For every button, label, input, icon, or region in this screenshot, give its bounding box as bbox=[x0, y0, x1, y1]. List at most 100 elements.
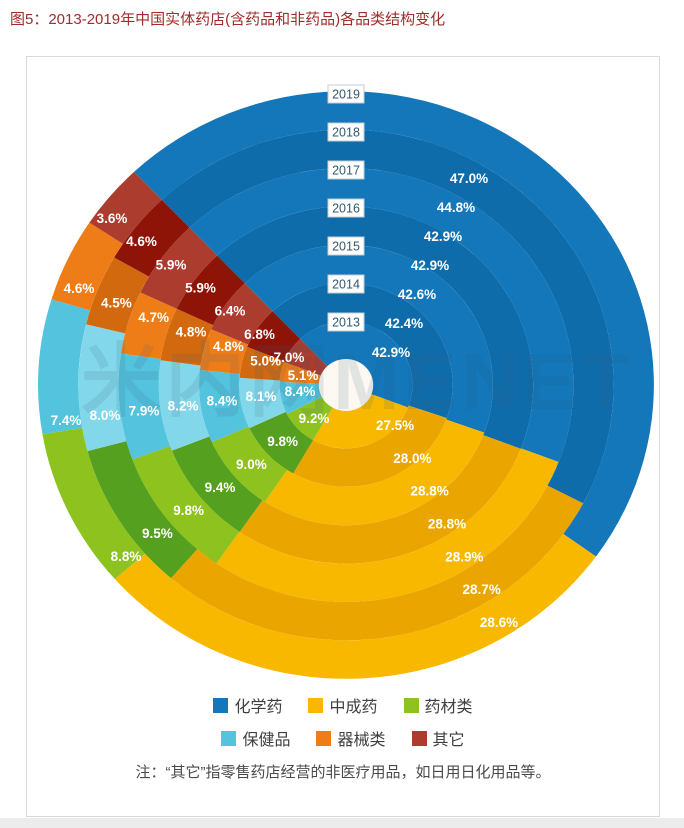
percent-label: 9.8% bbox=[173, 503, 204, 518]
slice-2014-3 bbox=[239, 377, 286, 429]
slice-2019-1 bbox=[114, 534, 597, 679]
percent-label: 8.1% bbox=[246, 389, 277, 404]
slice-2015-5 bbox=[211, 283, 273, 345]
slice-2018-2 bbox=[87, 441, 198, 579]
svg-text:2015: 2015 bbox=[332, 240, 360, 254]
percent-label: 4.6% bbox=[64, 281, 95, 296]
legend-swatch bbox=[221, 730, 237, 746]
legend-swatch bbox=[403, 697, 419, 713]
percent-label: 8.2% bbox=[168, 399, 199, 414]
percent-label: 9.4% bbox=[205, 480, 236, 495]
slice-2018-1 bbox=[170, 485, 584, 641]
percent-label: 8.4% bbox=[207, 394, 238, 409]
slice-2019-0 bbox=[134, 91, 654, 557]
percent-label: 44.8% bbox=[437, 200, 475, 215]
slice-2013-1 bbox=[313, 393, 409, 449]
legend-item: 中成药 bbox=[308, 693, 378, 717]
legend-label: 其它 bbox=[432, 732, 465, 749]
legend-row: 保健品 器械类 其它 bbox=[221, 726, 465, 750]
legend-swatch bbox=[411, 730, 427, 746]
percent-label: 4.5% bbox=[101, 296, 132, 311]
slice-2013-2 bbox=[286, 396, 334, 441]
slice-2013-3 bbox=[279, 381, 323, 415]
percent-label: 3.6% bbox=[97, 211, 128, 226]
legend-label: 中成药 bbox=[329, 699, 378, 716]
percent-label: 5.1% bbox=[288, 368, 319, 383]
slice-2016-5 bbox=[176, 255, 245, 326]
percent-label: 6.4% bbox=[215, 304, 246, 319]
percent-label: 47.0% bbox=[450, 171, 488, 186]
slice-2018-5 bbox=[114, 199, 190, 277]
percent-label: 9.0% bbox=[236, 457, 267, 472]
percent-labels-group: 42.9%27.5%9.2%8.4%5.1%7.0%42.4%28.0%9.8%… bbox=[51, 171, 519, 630]
year-label-2013: 2013 bbox=[327, 312, 365, 332]
slice-2019-3 bbox=[38, 299, 91, 435]
percent-label: 5.9% bbox=[156, 257, 187, 272]
year-label-2017: 2017 bbox=[327, 160, 365, 180]
slice-2015-3 bbox=[199, 369, 249, 443]
percent-label: 27.5% bbox=[376, 418, 414, 433]
percent-label: 5.9% bbox=[185, 281, 216, 296]
slice-2017-3 bbox=[118, 353, 171, 460]
slice-2016-3 bbox=[158, 360, 210, 451]
svg-text:2014: 2014 bbox=[332, 278, 360, 292]
percent-label: 4.8% bbox=[213, 339, 244, 354]
percent-label: 6.8% bbox=[244, 327, 275, 342]
percent-label: 9.8% bbox=[267, 434, 298, 449]
year-label-2016: 2016 bbox=[327, 198, 365, 218]
percent-label: 4.6% bbox=[126, 234, 157, 249]
slice-2014-0 bbox=[272, 283, 453, 419]
svg-text:2019: 2019 bbox=[332, 88, 360, 102]
svg-text:2016: 2016 bbox=[332, 202, 360, 216]
slice-2017-0 bbox=[189, 168, 574, 463]
slice-2018-0 bbox=[161, 129, 614, 504]
year-label-2018: 2018 bbox=[327, 122, 365, 142]
percent-label: 28.8% bbox=[411, 484, 449, 499]
slice-2013-4 bbox=[279, 361, 322, 384]
slice-2019-2 bbox=[42, 427, 146, 580]
percent-label: 4.7% bbox=[138, 310, 169, 325]
slice-2014-4 bbox=[239, 346, 285, 381]
percent-label: 7.0% bbox=[274, 350, 305, 365]
percent-label: 28.8% bbox=[428, 517, 466, 532]
percent-label: 28.0% bbox=[393, 451, 431, 466]
year-label-2014: 2014 bbox=[327, 274, 365, 294]
percent-label: 5.0% bbox=[250, 354, 281, 369]
year-label-2019: 2019 bbox=[327, 84, 365, 104]
percent-label: 42.9% bbox=[424, 229, 462, 244]
year-label-2015: 2015 bbox=[327, 236, 365, 256]
slice-2016-0 bbox=[217, 206, 534, 449]
percent-label: 9.5% bbox=[142, 526, 173, 541]
legend-item: 药材类 bbox=[403, 693, 473, 717]
rings-group bbox=[38, 91, 654, 679]
svg-text:2017: 2017 bbox=[332, 164, 360, 178]
watermark-text: 米内网MENET bbox=[81, 337, 633, 426]
percent-label: 28.7% bbox=[463, 582, 501, 597]
slice-2019-4 bbox=[51, 222, 123, 311]
slice-2016-4 bbox=[160, 308, 214, 366]
percent-label: 8.8% bbox=[111, 549, 142, 564]
slice-2015-0 bbox=[244, 244, 493, 433]
percent-label: 28.6% bbox=[480, 615, 518, 630]
slice-2018-3 bbox=[78, 324, 127, 452]
slice-2017-1 bbox=[216, 448, 559, 602]
slice-2018-4 bbox=[86, 257, 149, 334]
page-footer-strip bbox=[0, 818, 684, 828]
legend-row: 化学药 中成药 药材类 bbox=[213, 693, 473, 717]
svg-text:2013: 2013 bbox=[332, 316, 360, 330]
percent-label: 4.8% bbox=[176, 325, 207, 340]
legend-item: 保健品 bbox=[221, 726, 290, 750]
chart-frame: 米内网MENET 42.9% 27.5% 9.2% 8.4% 5.1% 7.0% 42.4% 2… bbox=[26, 56, 660, 817]
slice-2014-2 bbox=[249, 411, 314, 474]
legend-item: 化学药 bbox=[213, 693, 282, 717]
legend: 化学药 中成药 药材类 保健品 器械类 其它 bbox=[27, 693, 659, 750]
percent-label: 42.6% bbox=[398, 287, 436, 302]
slice-2015-1 bbox=[264, 419, 485, 526]
percent-label: 42.9% bbox=[411, 258, 449, 273]
slice-2016-1 bbox=[239, 435, 521, 564]
legend-label: 器械类 bbox=[337, 732, 386, 749]
slice-2017-4 bbox=[121, 292, 177, 359]
slice-2015-4 bbox=[199, 329, 249, 375]
year-labels-group: 2013 2014 2015 2016 2017 2018 2019 bbox=[327, 84, 365, 332]
legend-swatch bbox=[316, 730, 332, 746]
